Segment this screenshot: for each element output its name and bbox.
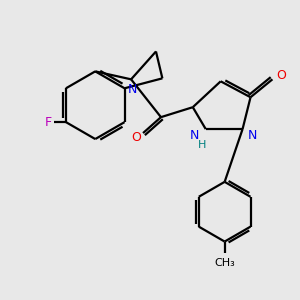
Text: N: N	[248, 129, 257, 142]
Text: N: N	[190, 129, 200, 142]
Text: F: F	[44, 116, 52, 129]
Text: O: O	[277, 69, 286, 82]
Text: N: N	[128, 83, 137, 96]
Text: CH₃: CH₃	[214, 259, 235, 269]
Text: H: H	[198, 140, 206, 150]
Text: O: O	[131, 130, 141, 144]
